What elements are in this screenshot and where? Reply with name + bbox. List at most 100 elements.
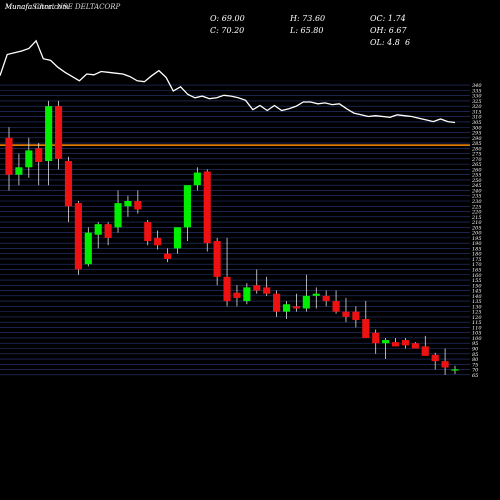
candle-up [312,293,320,296]
brand-watermark: MunafaSutra.com [5,3,69,11]
candle-down [372,332,380,344]
candle-up [124,201,132,207]
y-tick-label: 70 [472,368,479,374]
candle-up [45,106,53,161]
y-tick-label: 110 [472,325,482,331]
y-tick-label: 120 [472,315,482,321]
y-tick-label: 80 [472,357,479,363]
y-tick-label: 195 [472,236,482,242]
y-tick-label: 210 [471,220,482,226]
candle-down [64,160,73,207]
candle-down [74,203,82,270]
y-tick-label: 315 [472,109,482,115]
ol-value: OL: 4.8 [370,38,400,47]
y-tick-label: 310 [472,115,482,121]
y-tick-label: 320 [472,104,482,110]
y-tick-label: 85 [472,352,478,358]
y-tick-label: 160 [472,273,482,279]
y-tick-label: 330 [472,94,482,100]
y-tick-label: 280 [471,146,482,152]
y-tick-label: 300 [472,125,482,131]
candle-down [233,292,241,298]
candle-down [213,241,221,277]
candle-down [54,106,63,159]
y-tick-label: 335 [472,88,482,94]
candle-down [332,301,340,312]
y-tick-label: 325 [472,99,482,105]
high-value: H: 73.60 [290,14,326,23]
candle-up [243,287,251,302]
candle-up [25,150,33,168]
y-tick-label: 180 [472,252,482,258]
candle-down [104,224,112,238]
candle-down [421,346,429,356]
y-tick-label: 90 [472,347,479,353]
y-tick-label: 95 [472,341,478,347]
candle-up [94,224,102,235]
candle-up [114,203,122,228]
y-tick-label: 165 [472,267,482,273]
candle-down [431,354,439,362]
y-tick-label: 240 [471,188,482,194]
low-value: L: 65.80 [290,26,324,35]
candle-down [391,342,400,347]
y-tick-label: 150 [472,283,482,289]
candle-down [411,343,419,349]
candle-up [183,185,191,228]
oc-value: OC: 1.74 [370,14,406,23]
candle-down [144,222,152,242]
y-tick-label: 190 [472,241,482,247]
candle-up [193,172,201,186]
candle-down [35,148,43,163]
y-tick-label: 135 [472,299,482,305]
y-tick-label: 155 [472,278,482,284]
candle-up [84,232,92,265]
y-tick-label: 305 [472,120,482,126]
y-tick-label: 65 [472,373,478,379]
candle-down [134,201,142,210]
candle-up [173,227,182,249]
close-value: C: 70.20 [210,26,245,35]
y-tick-label: 265 [471,162,482,168]
y-tick-label: 115 [472,320,482,326]
y-tick-label: 255 [471,173,482,179]
candle-down [5,137,13,175]
volume-line [0,39,456,124]
y-tick-label: 235 [471,194,482,200]
candle-down [273,293,281,312]
candle-down [292,306,300,309]
candle-down [253,285,261,291]
candle-down [203,171,211,244]
candle-up [382,340,390,344]
candle-up [15,167,23,175]
y-tick-label: 260 [471,167,482,173]
candle-down [154,237,162,246]
candle-down [362,319,370,338]
y-tick-label: 275 [471,152,482,158]
y-tick-label: 200 [471,231,482,237]
y-tick-label: 170 [472,262,482,268]
y-tick-label: 340 [472,83,482,89]
y-tick-label: 100 [472,336,482,342]
candle-up [451,369,459,371]
y-tick-label: 245 [471,183,482,189]
candle-down [223,276,231,302]
y-tick-label: 125 [472,310,482,316]
y-tick-label: 105 [472,331,482,337]
y-tick-label: 185 [472,246,482,252]
candle-down [401,340,410,346]
y-tick-label: 295 [471,131,482,137]
y-tick-label: 225 [471,204,482,210]
y-tick-label: 140 [472,294,482,300]
candle-down [322,295,330,302]
y-tick-label: 270 [471,157,482,163]
y-tick-label: 230 [471,199,482,205]
title-text: Munafa Chart NSE DELTACORP [5,3,121,11]
y-tick-label: 220 [471,210,482,216]
y-tick-label: 290 [471,136,482,142]
y-tick-label: 285 [471,141,482,147]
candle-down [263,287,271,294]
y-tick-label: 75 [472,362,478,368]
